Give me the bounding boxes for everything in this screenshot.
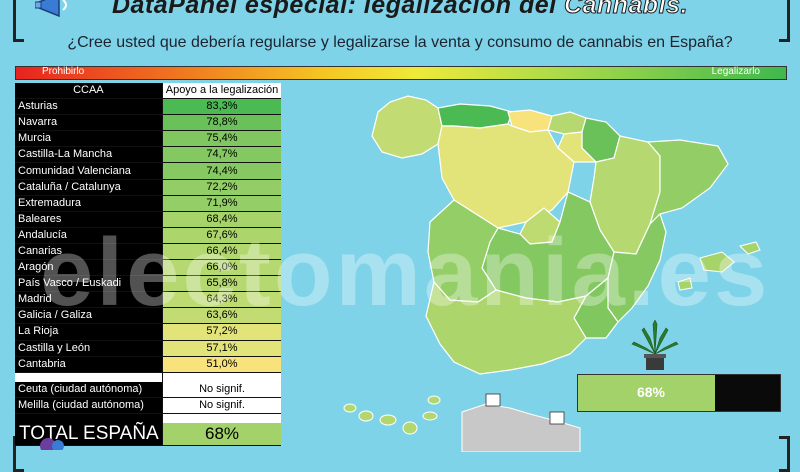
region-asturias (437, 103, 513, 129)
total-bar-label: 68% (636, 384, 666, 400)
region-name: Andalucía (15, 227, 163, 244)
scale-right-label: Legalizarlo (711, 66, 760, 77)
page-title: DataPanel especial: legalización del Can… (0, 0, 800, 20)
region-name: Navarra (15, 114, 163, 132)
region-value: 57,1% (161, 340, 282, 357)
table-row: Murcia 75,4% (15, 130, 282, 148)
table-row: Ceuta (ciudad autónoma) No signif. (15, 381, 282, 398)
region-name: Cataluña / Catalunya (15, 179, 163, 196)
region-value: 65,8% (161, 275, 282, 293)
table-row: Comunidad Valenciana 74,4% (15, 162, 282, 180)
title-highlight: Cannabis. (564, 0, 688, 20)
region-name: Canarias (15, 243, 163, 261)
region-name: La Rioja (15, 323, 163, 341)
region-value: 72,2% (161, 179, 282, 196)
region-valenciana (607, 212, 667, 323)
region-value: 74,4% (161, 162, 282, 180)
column-header-apoyo: Apoyo a la legalización (161, 83, 282, 100)
region-value: 67,6% (161, 227, 282, 244)
region-baleares-2 (739, 241, 761, 255)
table-row: Aragón 66,0% (15, 259, 282, 277)
table-row: Asturias 83,3% (15, 98, 282, 116)
color-scale-bar: Prohibirlo Legalizarlo (15, 66, 787, 80)
table-header-row: CCAA Apoyo a la legalización (15, 83, 282, 100)
africa-coast (461, 403, 581, 452)
region-name: Castilla-La Mancha (15, 146, 163, 164)
spain-map (343, 95, 761, 452)
table-row: Madrid 64,3% (15, 291, 282, 309)
table-row: Cantabria 51,0% (15, 356, 282, 373)
table-row: Andalucía 67,6% (15, 227, 282, 244)
total-bar-fill (578, 375, 715, 411)
region-value: 68,4% (161, 211, 282, 228)
title-prefix: DataPanel especial: legalización del (112, 0, 557, 19)
region-andalucia (425, 280, 588, 375)
region-value: No signif. (161, 381, 282, 398)
column-header-ccaa: CCAA (15, 83, 163, 100)
region-name: País Vasco / Euskadi (15, 275, 163, 293)
region-value: 78,8% (161, 114, 282, 132)
region-value: 66,0% (161, 259, 282, 277)
scale-left-label: Prohibirlo (42, 66, 85, 77)
region-value: 75,4% (161, 130, 282, 148)
question-subtitle: ¿Cree usted que debería regularse y lega… (67, 34, 733, 51)
melilla-marker (549, 411, 565, 425)
table-row: Navarra 78,8% (15, 114, 282, 132)
region-cataluna (646, 139, 729, 225)
region-name: Comunidad Valenciana (15, 162, 163, 180)
region-name: Asturias (15, 98, 163, 116)
total-row: TOTAL ESPAÑA 68% (15, 422, 282, 446)
region-value: No signif. (161, 397, 282, 414)
region-name: Extremadura (15, 195, 163, 212)
region-baleares (699, 251, 735, 273)
region-value: 51,0% (161, 356, 282, 373)
region-value: 74,7% (161, 146, 282, 164)
table-row: La Rioja 57,2% (15, 323, 282, 341)
region-name: Melilla (ciudad autónoma) (15, 397, 163, 414)
region-name: Murcia (15, 130, 163, 148)
megaphone-icon (35, 0, 67, 18)
top-bracket-right (779, 0, 790, 42)
region-name: Ceuta (ciudad autónoma) (15, 381, 163, 398)
region-baleares-3 (677, 277, 693, 291)
table-row: Castilla y León 57,1% (15, 340, 282, 357)
table-spacer-row (15, 413, 282, 423)
region-name: Castilla y León (15, 340, 163, 357)
total-bar: 68% (577, 374, 781, 412)
region-value: 83,3% (161, 98, 282, 116)
region-value: 63,6% (161, 307, 282, 325)
table-row: Cataluña / Catalunya 72,2% (15, 179, 282, 196)
region-name: Baleares (15, 211, 163, 228)
total-value: 68% (161, 422, 282, 446)
region-value: 57,2% (161, 323, 282, 341)
table-spacer-row (15, 372, 282, 382)
region-name: Aragón (15, 259, 163, 277)
top-bracket-left (13, 0, 24, 42)
table-row: Galicia / Galiza 63,6% (15, 307, 282, 325)
region-value: 64,3% (161, 291, 282, 309)
region-name: Madrid (15, 291, 163, 309)
region-castilla-y-leon (437, 123, 575, 229)
region-value: 71,9% (161, 195, 282, 212)
results-table: CCAA Apoyo a la legalización Asturias 83,3%… (15, 83, 282, 446)
table-row: Baleares 68,4% (15, 211, 282, 228)
ceuta-marker (485, 393, 501, 407)
table-row: País Vasco / Euskadi 65,8% (15, 275, 282, 293)
region-canarias (343, 395, 441, 435)
region-name: Galicia / Galiza (15, 307, 163, 325)
table-row: Extremadura 71,9% (15, 195, 282, 212)
region-value: 66,4% (161, 243, 282, 261)
region-extremadura (427, 199, 499, 303)
brand-logo-icon (40, 438, 64, 450)
cannabis-leaf-icon (631, 320, 679, 370)
region-galicia (371, 95, 443, 159)
region-name: Cantabria (15, 356, 163, 373)
table-row: Melilla (ciudad autónoma) No signif. (15, 397, 282, 414)
table-row: Canarias 66,4% (15, 243, 282, 261)
region-pais-vasco (547, 111, 587, 135)
table-row: Castilla-La Mancha 74,7% (15, 146, 282, 164)
